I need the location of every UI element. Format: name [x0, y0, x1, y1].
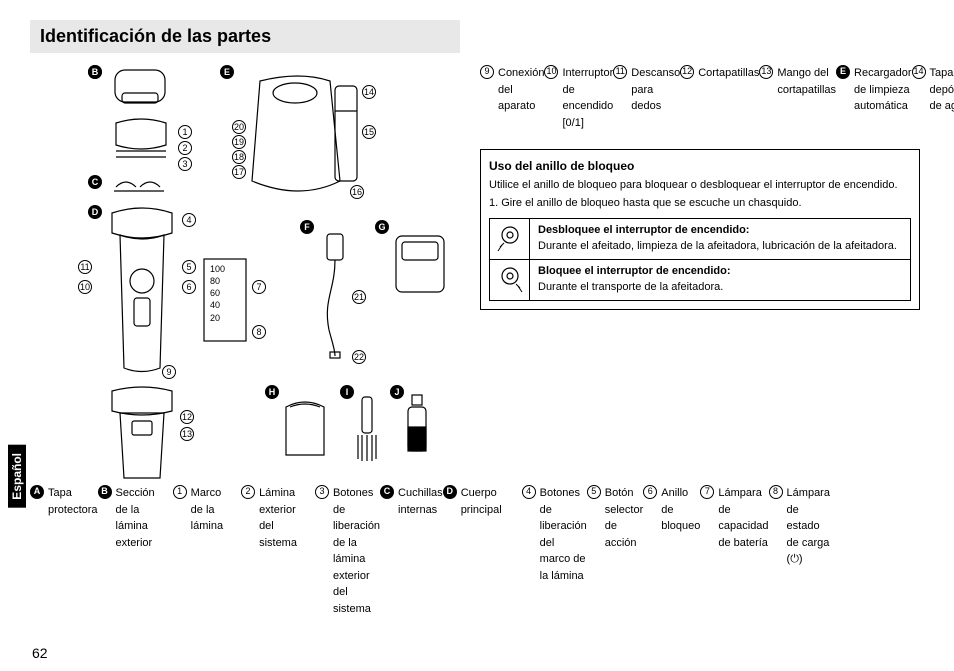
inner-blades-icon — [108, 171, 174, 195]
parts-item: ATapa protectora — [30, 485, 98, 518]
main-columns: A B 1 2 3 C — [30, 65, 924, 621]
num-19-icon: 19 — [232, 135, 246, 149]
parts-item: BSección de la lámina exterior — [98, 485, 155, 551]
parts-item: 9Conexión del aparato — [480, 65, 544, 115]
letter-g-icon: G — [375, 220, 389, 234]
num-10-icon: 10 — [78, 280, 92, 294]
num-7-icon: 7 — [252, 280, 266, 294]
cap-icon — [110, 65, 170, 110]
num-1-icon: 1 — [178, 125, 192, 139]
battery-scale-labels: 100 80 60 40 20 — [210, 263, 225, 324]
parts-list-right: 9Conexión del aparato10Interruptor de en… — [480, 65, 920, 135]
parts-item: 14Tapa del depósito de agua — [912, 65, 954, 115]
cartridge-icon — [390, 230, 450, 300]
foil-section-icon — [108, 115, 174, 165]
lock-row-unlock: Desbloquee el interruptor de encendido: … — [490, 219, 910, 260]
parts-item: ERecargador de limpieza automática — [836, 65, 911, 115]
section-heading: Identificación de las partes — [40, 26, 450, 47]
num-20-icon: 20 — [232, 120, 246, 134]
num-21-icon: 21 — [352, 290, 366, 304]
pouch-icon — [280, 393, 330, 463]
parts-diagram: A B 1 2 3 C — [30, 65, 460, 485]
parts-item: 12Cortapatillas — [680, 65, 759, 82]
num-12-icon: 12 — [180, 410, 194, 424]
shaver-back-icon — [102, 383, 182, 483]
manual-page: Identificación de las partes A B — [0, 0, 954, 671]
lock-ring-box: Uso del anillo de bloqueo Utilice el ani… — [480, 149, 920, 310]
letter-j-icon: J — [390, 385, 404, 399]
parts-item: 13Mango del cortapatillas — [759, 65, 836, 98]
section-heading-bar: Identificación de las partes — [30, 20, 460, 53]
parts-item: 11Descanso para dedos — [613, 65, 680, 115]
brush-icon — [352, 393, 382, 465]
lockbox-step1: 1. Gire el anillo de bloqueo hasta que s… — [489, 196, 911, 212]
lockbox-title: Uso del anillo de bloqueo — [489, 158, 911, 175]
num-6-icon: 6 — [182, 280, 196, 294]
unlock-text: Desbloquee el interruptor de encendido: … — [530, 219, 910, 259]
lock-row-lock: Bloquee el interruptor de encendido: Dur… — [490, 260, 910, 300]
num-3-icon: 3 — [178, 157, 192, 171]
lock-text: Bloquee el interruptor de encendido: Dur… — [530, 260, 910, 300]
adapter-icon — [315, 230, 355, 360]
num-22-icon: 22 — [352, 350, 366, 364]
num-17-icon: 17 — [232, 165, 246, 179]
letter-c-icon: C — [88, 175, 102, 189]
lock-table: Desbloquee el interruptor de encendido: … — [489, 218, 911, 301]
letter-e-icon: E — [220, 65, 234, 79]
num-16-icon: 16 — [350, 185, 364, 199]
num-15-icon: 15 — [362, 125, 376, 139]
num-4-icon: 4 — [182, 213, 196, 227]
num-18-icon: 18 — [232, 150, 246, 164]
parts-item: 1Marco de la lámina — [173, 485, 223, 535]
lockbox-intro: Utilice el anillo de bloqueo para bloque… — [489, 178, 911, 194]
parts-list-right-col1: 9Conexión del aparato10Interruptor de en… — [480, 65, 954, 133]
shaver-body-icon — [102, 203, 182, 378]
parts-item: CCuchillas internas — [380, 485, 443, 518]
right-column: 9Conexión del aparato10Interruptor de en… — [480, 65, 920, 621]
page-number: 62 — [32, 645, 48, 661]
num-8-icon: 8 — [252, 325, 266, 339]
lock-ring-icon — [490, 260, 530, 300]
parts-item: 10Interruptor de encendido [0/1] — [544, 65, 613, 131]
num-2-icon: 2 — [178, 141, 192, 155]
letter-d-icon: D — [88, 205, 102, 219]
parts-item: 3Botones de liberación de la lámina exte… — [315, 485, 380, 617]
num-13-icon: 13 — [180, 427, 194, 441]
parts-list-col1: ATapa protectoraBSección de la lámina ex… — [30, 485, 502, 619]
language-tab: Español — [8, 445, 26, 508]
letter-f-icon: F — [300, 220, 314, 234]
letter-b-icon: B — [88, 65, 102, 79]
letter-h-icon: H — [265, 385, 279, 399]
unlock-ring-icon — [490, 219, 530, 259]
num-14-icon: 14 — [362, 85, 376, 99]
num-11-icon: 11 — [78, 260, 92, 274]
left-column: A B 1 2 3 C — [30, 65, 460, 621]
num-9-icon: 9 — [162, 365, 176, 379]
oil-bottle-icon — [404, 393, 430, 455]
parts-list-left: ATapa protectoraBSección de la lámina ex… — [30, 485, 460, 621]
num-5-icon: 5 — [182, 260, 196, 274]
parts-item: 2Lámina exterior del sistema — [241, 485, 297, 551]
cleaning-station-icon — [240, 71, 360, 211]
